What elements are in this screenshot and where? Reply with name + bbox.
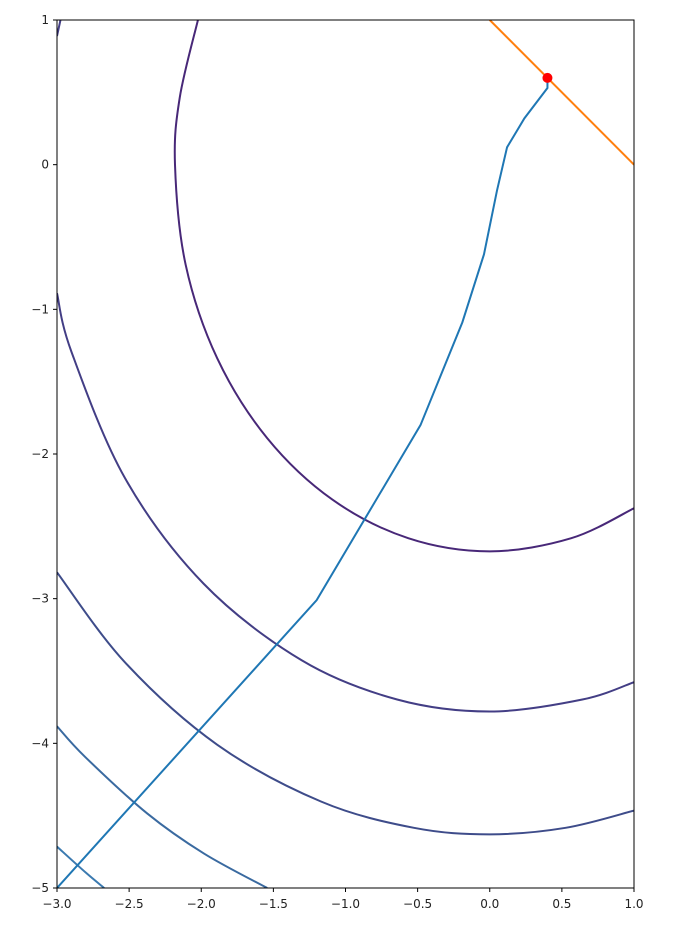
x-tick-label: −3.0 [42, 897, 71, 911]
x-tick-label: −1.0 [331, 897, 360, 911]
contour-line [173, 20, 634, 553]
y-tick-label: −1 [31, 302, 49, 316]
x-tick-label: −1.5 [259, 897, 288, 911]
contour-line [57, 845, 105, 888]
x-tick-label: 0.0 [480, 897, 499, 911]
y-tick-label: −4 [31, 736, 49, 750]
point [542, 72, 553, 83]
line [489, 20, 634, 166]
y-tick-label: 1 [41, 13, 49, 27]
contour-line [57, 725, 268, 888]
contour-line [57, 571, 634, 836]
y-tick-label: 0 [41, 158, 49, 172]
y-tick-label: −2 [31, 447, 49, 461]
x-tick-label: 0.5 [552, 897, 571, 911]
y-tick-label: −3 [31, 592, 49, 606]
y-tick-label: −5 [31, 881, 49, 895]
x-tick-label: −2.0 [187, 897, 216, 911]
line [57, 79, 549, 888]
axes-frame [56, 19, 635, 889]
contour-line [57, 20, 634, 713]
x-tick-label: 1.0 [624, 897, 643, 911]
x-tick-label: −2.5 [115, 897, 144, 911]
plot-area [57, 20, 634, 888]
x-tick-label: −0.5 [403, 897, 432, 911]
